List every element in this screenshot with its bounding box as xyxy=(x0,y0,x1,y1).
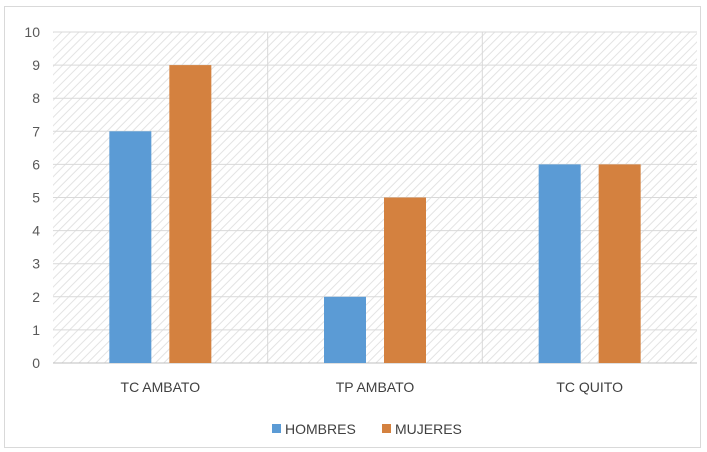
legend-swatch-mujeres xyxy=(382,424,391,433)
legend-label-mujeres: MUJERES xyxy=(395,421,462,437)
legend-label-hombres: HOMBRES xyxy=(285,421,356,437)
x-category-label: TP AMBATO xyxy=(336,379,415,395)
legend: HOMBRES MUJERES xyxy=(272,421,462,437)
bar-hombres-tp-ambato xyxy=(324,296,366,363)
y-axis-tick-labels: 0 1 2 3 4 5 6 7 8 9 10 xyxy=(24,24,40,371)
x-category-label: TC QUITO xyxy=(556,379,623,395)
y-tick-label: 9 xyxy=(32,57,40,73)
y-tick-label: 6 xyxy=(32,156,40,172)
bar-hombres-tc-quito xyxy=(538,164,581,363)
legend-swatch-hombres xyxy=(272,424,281,433)
x-category-label: TC AMBATO xyxy=(121,379,201,395)
bar-mujeres-tp-ambato xyxy=(384,197,426,363)
bar-mujeres-tc-ambato xyxy=(169,65,212,363)
y-tick-label: 3 xyxy=(32,256,40,272)
y-tick-label: 0 xyxy=(32,355,40,371)
y-tick-label: 10 xyxy=(24,24,40,40)
y-tick-label: 2 xyxy=(32,289,40,305)
y-tick-label: 5 xyxy=(32,190,40,206)
gridlines xyxy=(53,31,697,364)
y-tick-label: 4 xyxy=(32,223,40,239)
y-tick-label: 7 xyxy=(32,123,40,139)
bar-hombres-tc-ambato xyxy=(109,131,152,363)
x-axis-category-labels: TC AMBATO TP AMBATO TC QUITO xyxy=(121,379,624,395)
bar-mujeres-tc-quito xyxy=(598,164,641,363)
bars xyxy=(109,65,641,363)
y-tick-label: 1 xyxy=(32,322,40,338)
y-tick-label: 8 xyxy=(32,90,40,106)
